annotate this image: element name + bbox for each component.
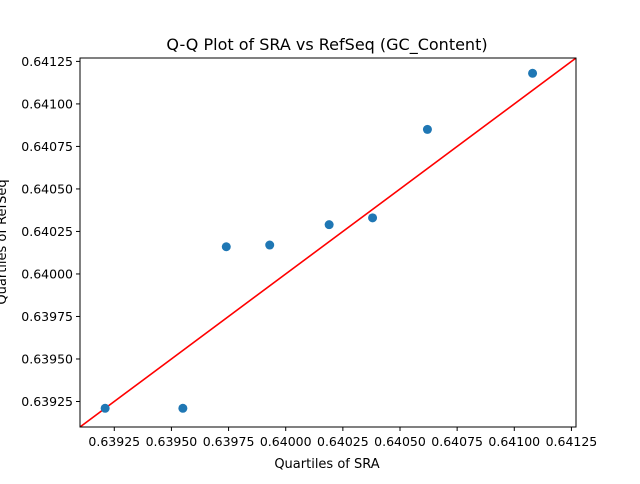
y-tick-label: 0.64100 — [21, 96, 73, 111]
x-tick-label: 0.64125 — [546, 434, 598, 449]
reference-line — [80, 58, 576, 427]
x-axis-ticks: 0.63925 0.63950 0.63975 0.64000 0.64025 0.640… — [88, 427, 597, 449]
x-tick-label: 0.64075 — [431, 434, 483, 449]
data-point — [178, 403, 188, 413]
x-tick-label: 0.64025 — [317, 434, 369, 449]
data-point — [265, 240, 275, 250]
y-tick-label: 0.64050 — [21, 181, 73, 196]
x-tick-label: 0.63975 — [203, 434, 255, 449]
y-tick-label: 0.63950 — [21, 351, 73, 366]
y-tick-label: 0.63925 — [21, 394, 73, 409]
y-tick-label: 0.64025 — [21, 224, 73, 239]
plot-area — [79, 57, 577, 428]
x-tick-label: 0.63925 — [88, 434, 140, 449]
y-tick-label: 0.64075 — [21, 139, 73, 154]
data-point — [422, 124, 432, 134]
x-axis-label: Quartiles of SRA — [274, 457, 379, 472]
y-tick-label: 0.64125 — [21, 54, 73, 69]
axes-frame — [79, 57, 577, 428]
x-tick-label: 0.64100 — [488, 434, 540, 449]
x-tick-label: 0.64000 — [260, 434, 312, 449]
y-tick-label: 0.63975 — [21, 309, 73, 324]
data-point — [100, 403, 110, 413]
data-point — [368, 213, 378, 223]
data-point — [221, 242, 231, 252]
y-tick-label: 0.64000 — [21, 266, 73, 281]
y-axis-ticks: 0.63925 0.63950 0.63975 0.64000 0.64025 0.640… — [21, 54, 80, 409]
x-tick-label: 0.64050 — [374, 434, 426, 449]
chart-title: Q-Q Plot of SRA vs RefSeq (GC_Content) — [166, 35, 487, 55]
data-point — [324, 220, 334, 230]
data-point — [528, 68, 538, 78]
y-axis-label: Quartiles of RefSeq — [0, 179, 10, 304]
x-tick-label: 0.63950 — [146, 434, 198, 449]
